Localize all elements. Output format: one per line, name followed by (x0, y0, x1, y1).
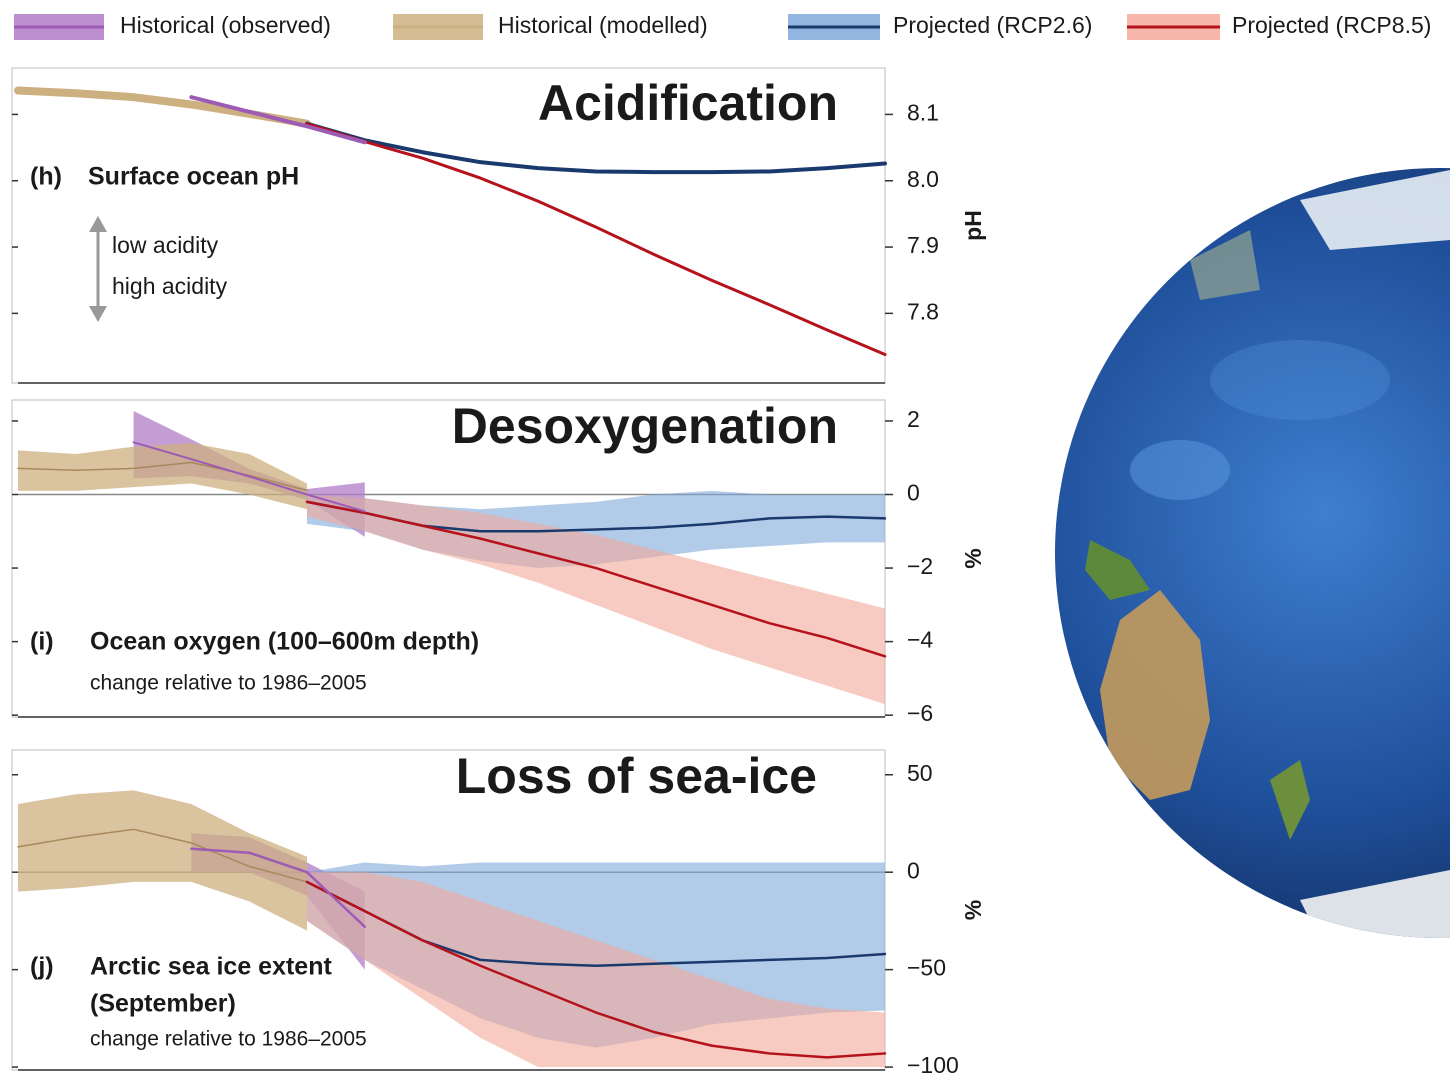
panel-note: change relative to 1986–2005 (90, 1028, 367, 1051)
y-tick-label: 7.9 (907, 232, 939, 258)
series-line (18, 91, 307, 124)
slide: Historical (observed) Historical (modelle… (0, 0, 1450, 1077)
y-tick-label: 50 (907, 760, 933, 786)
legend-label: Projected (RCP2.6) (893, 12, 1092, 38)
panel-title: Loss of sea-ice (456, 748, 817, 804)
panel-subtitle: Arctic sea ice extent (90, 953, 332, 981)
y-tick-label: 2 (907, 406, 920, 432)
legend: Historical (observed) Historical (modelle… (14, 12, 1431, 40)
legend-label: Projected (RCP8.5) (1232, 12, 1431, 38)
chart-panel: 2 0 −2 −4 −6% Desoxygenation (i) Ocean oxygen (… (12, 398, 986, 726)
uncertainty-band (18, 443, 307, 509)
y-axis-label: pH (960, 210, 986, 241)
y-tick-label: −6 (907, 700, 933, 726)
uncertainty-band (18, 790, 307, 930)
globe-image (1055, 168, 1450, 940)
panel-subtitle: Surface ocean pH (88, 163, 299, 191)
arrow-head-up (89, 216, 107, 232)
panel-letter: (i) (30, 628, 54, 656)
arrow-head-down (89, 306, 107, 322)
panel-title: Desoxygenation (452, 398, 838, 454)
chart-panel: 50 0 −50 −100% Loss of sea-ice (j) Arctic sea … (12, 748, 986, 1077)
chart-panel: 8.1 8.0 7.9 7.8 pH Acidification (h) Surface oc… (12, 68, 986, 383)
panel-note: change relative to 1986–2005 (90, 672, 367, 695)
annotation: high acidity (112, 273, 228, 299)
y-tick-label: 0 (907, 857, 920, 883)
y-axis-label: % (960, 548, 986, 568)
legend-label: Historical (modelled) (498, 12, 708, 38)
legend-label: Historical (observed) (120, 12, 331, 38)
series-line (307, 124, 885, 355)
annotation: low acidity (112, 232, 219, 258)
y-tick-label: −50 (907, 955, 946, 981)
y-tick-label: 0 (907, 480, 920, 506)
panel-letter: (j) (30, 953, 54, 981)
y-tick-label: −100 (907, 1052, 959, 1077)
panel-subtitle: (September) (90, 990, 236, 1018)
y-tick-label: −4 (907, 627, 933, 653)
series-line (191, 97, 364, 142)
y-tick-label: −2 (907, 553, 933, 579)
panel-subtitle: Ocean oxygen (100–600m depth) (90, 628, 479, 656)
panel-title: Acidification (538, 75, 838, 131)
y-tick-label: 8.0 (907, 166, 939, 192)
y-axis-label: % (960, 900, 986, 920)
y-tick-label: 7.8 (907, 298, 939, 324)
y-tick-label: 8.1 (907, 99, 939, 125)
panel-letter: (h) (30, 163, 62, 191)
